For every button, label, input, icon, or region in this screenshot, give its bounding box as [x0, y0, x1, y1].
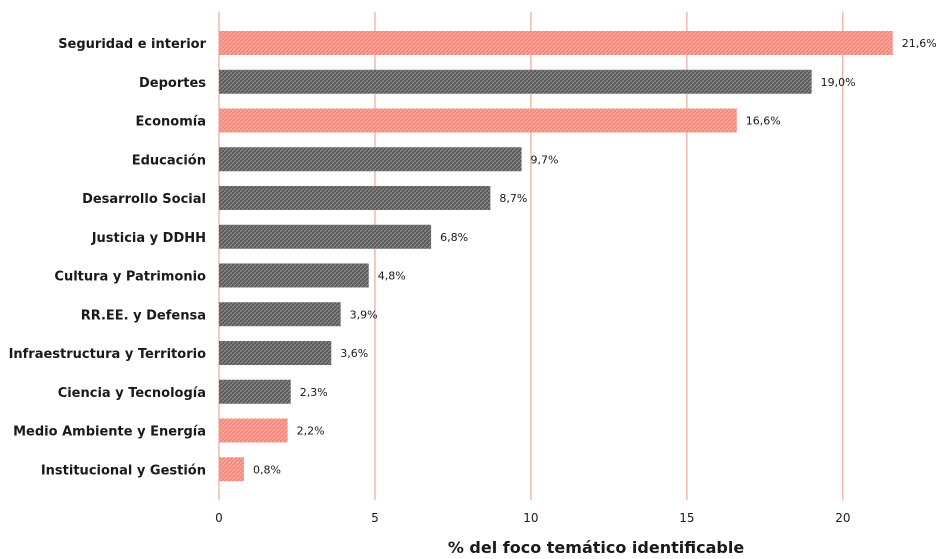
- data-label: 2,2%: [297, 425, 325, 438]
- category-label: Economía: [136, 115, 206, 130]
- bar: [219, 341, 332, 365]
- bar: [219, 147, 522, 172]
- x-tick-label: 5: [371, 511, 379, 525]
- category-label: Desarrollo Social: [82, 192, 206, 207]
- bar: [219, 418, 288, 443]
- x-tick-label: 10: [523, 511, 538, 525]
- x-tick-labels: 0 5 10 15 20: [215, 511, 850, 525]
- bar: [219, 31, 893, 55]
- category-label: Justicia y DDHH: [91, 231, 206, 246]
- x-tick-label: 0: [215, 511, 223, 525]
- category-label: Medio Ambiente y Energía: [13, 425, 206, 440]
- value-labels: 21,6% 19,0% 16,6% 9,7% 8,7% 6,8% 4,8% 3,9% 3,6% 2…: [253, 37, 937, 476]
- bar: [219, 108, 737, 133]
- category-label: Educación: [132, 153, 206, 168]
- category-label: Infraestructura y Territorio: [9, 347, 207, 362]
- category-label: Ciencia y Tecnología: [58, 386, 206, 401]
- bar: [219, 379, 291, 404]
- bar: [219, 302, 341, 327]
- category-label: RR.EE. y Defensa: [81, 308, 206, 323]
- data-label: 9,7%: [531, 153, 559, 166]
- bar: [219, 263, 369, 288]
- data-label: 16,6%: [746, 115, 781, 128]
- bar: [219, 69, 812, 94]
- category-label: Deportes: [139, 76, 206, 91]
- bar: [219, 457, 244, 482]
- category-label: Institucional y Gestión: [41, 463, 206, 478]
- x-axis-title: % del foco temático identificable: [448, 538, 745, 557]
- data-label: 21,6%: [902, 37, 937, 50]
- category-label: Seguridad e interior: [58, 37, 206, 52]
- bar: [219, 186, 491, 210]
- category-labels: Seguridad e interior Deportes Economía Educ…: [9, 37, 207, 478]
- bars: [219, 31, 893, 482]
- data-label: 2,3%: [300, 386, 328, 399]
- data-label: 3,6%: [340, 347, 368, 360]
- data-label: 4,8%: [378, 270, 406, 283]
- data-label: 19,0%: [821, 76, 856, 89]
- data-label: 6,8%: [440, 231, 468, 244]
- category-label: Cultura y Patrimonio: [54, 270, 206, 285]
- x-tick-label: 20: [835, 511, 850, 525]
- data-label: 8,7%: [499, 192, 527, 205]
- x-tick-label: 15: [679, 511, 694, 525]
- bar: [219, 224, 432, 249]
- data-label: 0,8%: [253, 463, 281, 476]
- data-label: 3,9%: [350, 308, 378, 321]
